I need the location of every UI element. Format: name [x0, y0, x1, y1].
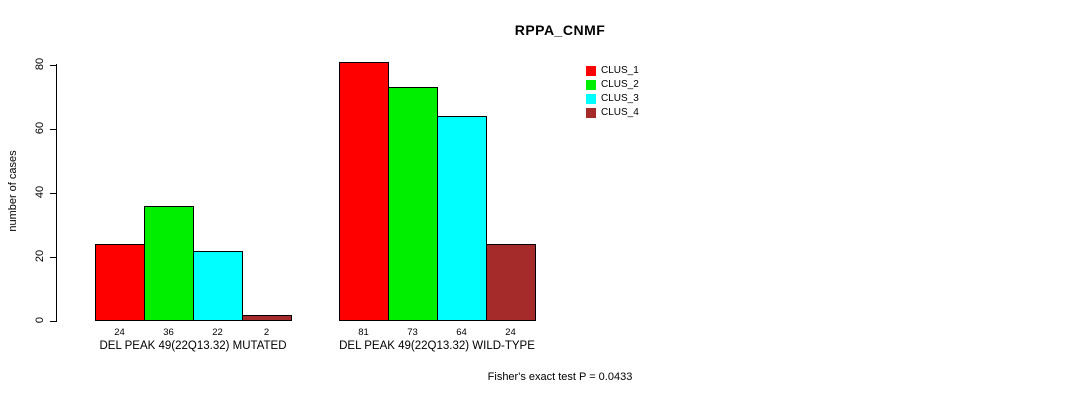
y-axis-tick — [50, 193, 56, 194]
bar-value-label: 24 — [505, 327, 516, 338]
y-axis-tick-label: 40 — [34, 185, 46, 199]
legend-item-clus_4: CLUS_4 — [586, 106, 639, 120]
legend-swatch-clus_4 — [586, 108, 596, 118]
bar-clus_2-group-2 — [388, 87, 438, 321]
bar-clus_1-group-2 — [339, 62, 389, 321]
bar-clus_1-group-1 — [95, 244, 145, 321]
legend-item-clus_2: CLUS_2 — [586, 78, 639, 92]
y-axis-tick-label: 60 — [34, 121, 46, 135]
legend-label: CLUS_1 — [601, 65, 639, 76]
legend-item-clus_1: CLUS_1 — [586, 64, 639, 78]
legend-item-clus_3: CLUS_3 — [586, 92, 639, 106]
bar-value-label: 81 — [358, 327, 369, 338]
bar-value-label: 73 — [407, 327, 418, 338]
bar-value-label: 36 — [163, 327, 174, 338]
fisher-test-annotation: Fisher's exact test P = 0.0433 — [487, 371, 633, 383]
y-axis-line — [56, 64, 57, 322]
chart-title: RPPA_CNMF — [514, 22, 606, 38]
bar-value-label: 24 — [114, 327, 125, 338]
x-axis-group-label: DEL PEAK 49(22Q13.32) MUTATED — [99, 340, 287, 352]
legend-swatch-clus_1 — [586, 66, 596, 76]
y-axis-tick-label: 80 — [34, 57, 46, 71]
legend: CLUS_1 CLUS_2 CLUS_3 CLUS_4 — [586, 64, 639, 120]
bar-clus_4-group-1 — [242, 315, 292, 321]
bar-value-label: 22 — [212, 327, 223, 338]
x-axis-group-label: DEL PEAK 49(22Q13.32) WILD-TYPE — [339, 340, 535, 352]
bar-clus_2-group-1 — [144, 206, 194, 321]
legend-swatch-clus_2 — [586, 80, 596, 90]
bar-value-label: 64 — [456, 327, 467, 338]
y-axis-tick — [50, 321, 56, 322]
legend-label: CLUS_2 — [601, 79, 639, 90]
bar-clus_4-group-2 — [486, 244, 536, 321]
legend-swatch-clus_3 — [586, 94, 596, 104]
bar-value-label: 2 — [263, 327, 270, 338]
y-axis-tick-label: 20 — [34, 249, 46, 263]
bar-clus_3-group-2 — [437, 116, 487, 321]
legend-label: CLUS_3 — [601, 93, 639, 104]
y-axis-tick-label: 0 — [34, 316, 46, 324]
y-axis-title: number of cases — [7, 150, 19, 232]
y-axis-tick — [50, 65, 56, 66]
y-axis-tick — [50, 129, 56, 130]
legend-label: CLUS_4 — [601, 107, 639, 118]
bar-clus_3-group-1 — [193, 251, 243, 321]
y-axis-tick — [50, 257, 56, 258]
